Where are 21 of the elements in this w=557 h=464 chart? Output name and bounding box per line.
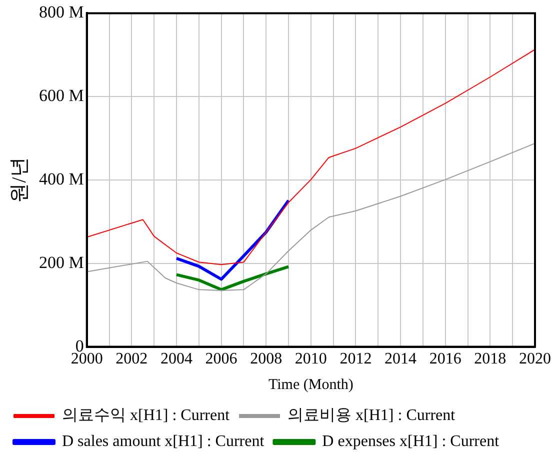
x-tick-label: 2018	[474, 350, 506, 368]
y-tick-label: 400 M	[38, 169, 84, 188]
x-tick-label: 2006	[205, 350, 238, 368]
x-axis-title: Time (Month)	[268, 376, 354, 393]
y-tick-label: 200 M	[38, 252, 84, 272]
y-tick-label: 600 M	[38, 86, 84, 106]
x-tick-label: 2020	[519, 350, 551, 368]
legend-label: 의료비용 x[H1] : Current	[288, 407, 456, 424]
x-tick-label: 2008	[250, 350, 282, 368]
x-tick-label: 2000	[70, 350, 103, 368]
x-tick-label: 2014	[384, 350, 417, 368]
x-tick-label: 2002	[116, 350, 148, 368]
x-tick-label: 2012	[340, 350, 372, 368]
legend-label: D expenses x[H1] : Current	[322, 433, 500, 450]
y-tick-label: 800 M	[38, 2, 84, 22]
legend-label: D sales amount x[H1] : Current	[62, 433, 265, 450]
legend-label: 의료수익 x[H1] : Current	[62, 407, 230, 424]
x-tick-label: 2016	[429, 350, 462, 368]
x-tick-label: 2010	[294, 350, 327, 368]
y-axis-title: 원/년	[8, 157, 30, 203]
x-tick-label: 2004	[160, 350, 192, 368]
